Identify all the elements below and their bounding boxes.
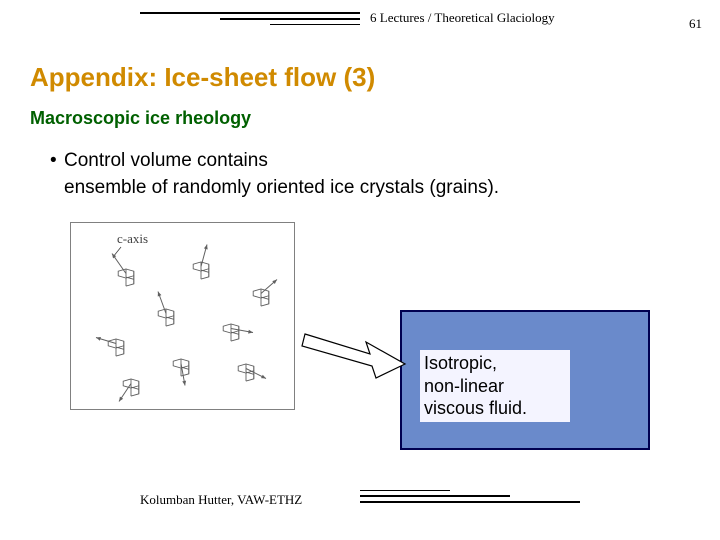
bullet-marker: • [50,148,64,175]
callout-text: Isotropic, non-linear viscous fluid. [420,350,570,422]
bullet-line2: ensemble of randomly oriented ice crysta… [64,177,499,198]
page-title: Appendix: Ice-sheet flow (3) [30,62,375,93]
course-title: 6 Lectures / Theoretical Glaciology [370,10,555,26]
callout-line1: Isotropic, [424,353,497,373]
footer: Kolumban Hutter, VAW-ETHZ [140,490,680,520]
bullet-text: •Control volume contains ensemble of ran… [50,148,670,201]
svg-text:c-axis: c-axis [117,231,148,246]
page-number: 61 [689,16,702,32]
footer-author: Kolumban Hutter, VAW-ETHZ [140,492,302,508]
bullet-line1: Control volume contains [64,150,268,171]
callout-line3: viscous fluid. [424,398,527,418]
section-title: Macroscopic ice rheology [30,108,251,129]
footer-decor-lines [360,490,580,503]
callout-line2: non-linear [424,376,504,396]
bullet-indent [50,175,64,202]
header-decor-lines [140,12,360,25]
grain-svg: c-axis [71,223,296,411]
header: 6 Lectures / Theoretical Glaciology [140,12,680,42]
block-arrow [300,322,410,382]
ice-crystal-diagram: c-axis [70,222,295,410]
